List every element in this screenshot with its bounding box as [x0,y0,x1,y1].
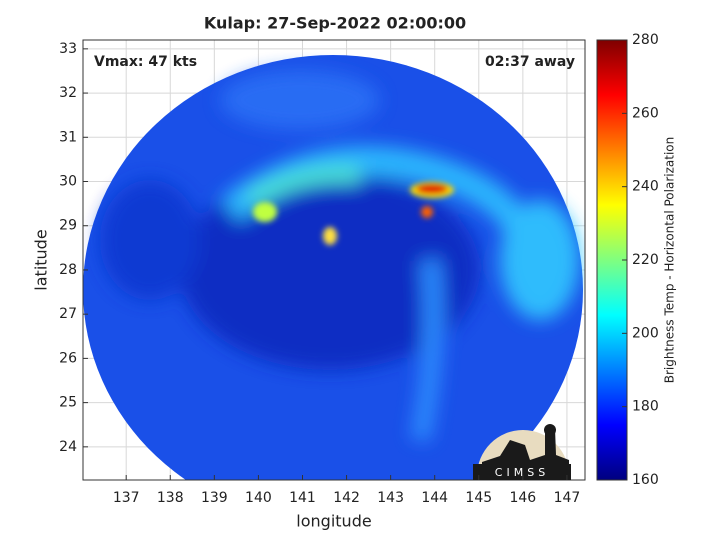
y-tick-label: 26 [59,350,77,366]
colorbar-tick-label: 260 [632,105,659,121]
colorbar-tick-label: 240 [632,179,659,195]
colorbar-tick-label: 280 [632,32,659,48]
x-tick-label: 139 [201,490,228,506]
plot-frame [82,39,586,481]
x-tick-label: 138 [157,490,184,506]
x-tick-label: 140 [245,490,272,506]
colorbar-tick-label: 160 [632,472,659,488]
x-tick-label: 143 [377,490,404,506]
logo-text: CIMSS [495,466,549,479]
y-tick-label: 28 [59,262,77,278]
y-tick-label: 27 [59,306,77,322]
y-tick-label: 24 [59,439,77,455]
annotation: Vmax: 47 kts [94,54,197,70]
x-tick-label: 146 [509,490,536,506]
y-tick-label: 30 [59,174,77,190]
x-tick-label: 137 [113,490,140,506]
annotation: 02:37 away [485,54,575,70]
x-axis-label: longitude [296,512,371,531]
y-tick-label: 32 [59,85,77,101]
chart-title: Kulap: 27-Sep-2022 02:00:00 [204,14,466,33]
colorbar-tick-label: 180 [632,399,659,415]
colorbar-label: Brightness Temp - Horizontal Polarizatio… [663,137,677,384]
x-tick-label: 145 [465,490,492,506]
colorbar-tick-label: 220 [632,252,659,268]
swath-image [83,55,583,480]
y-axis-label: latitude [32,229,51,290]
y-tick-label: 31 [59,129,77,145]
x-tick-label: 144 [421,490,448,506]
y-tick-label: 29 [59,218,77,234]
colorbar-tick-label: 200 [632,325,659,341]
x-tick-label: 142 [333,490,360,506]
x-tick-label: 141 [289,490,316,506]
x-tick-label: 147 [554,490,581,506]
logo: CIMSS [473,424,571,480]
y-tick-label: 25 [59,395,77,411]
y-tick-label: 33 [59,41,77,57]
